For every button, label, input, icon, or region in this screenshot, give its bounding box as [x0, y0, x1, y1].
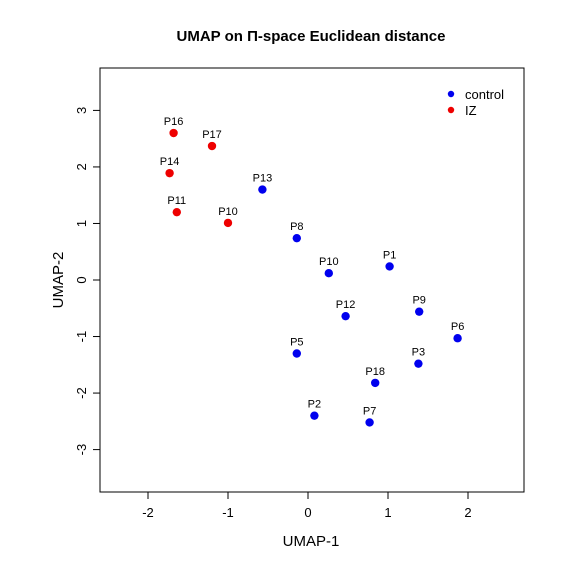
data-point-p17 — [207, 141, 217, 151]
point-label: P16 — [164, 116, 184, 128]
y-axis-label: UMAP-2 — [50, 252, 67, 309]
x-tick-label: 2 — [464, 505, 471, 520]
y-tick-label: -2 — [74, 387, 89, 399]
point-label: P1 — [383, 249, 396, 261]
point-label: P5 — [290, 336, 303, 348]
point-label: P10 — [319, 256, 339, 268]
data-points: P1 P2 P3 P5 P6 P7 P8 P9 P10 P12 P13 P18 P10 P11 P14 P16… — [160, 116, 464, 427]
point-label: P18 — [365, 366, 385, 378]
x-tick-label: 1 — [384, 505, 391, 520]
data-point-p5 — [292, 349, 301, 358]
y-tick-label: 2 — [74, 163, 89, 170]
data-point-p12 — [341, 311, 350, 321]
legend-marker-control — [447, 90, 455, 98]
point-label: P17 — [202, 129, 222, 141]
point-label: P10 — [218, 206, 238, 218]
y-tick-label: -1 — [74, 331, 89, 343]
data-point-p7 — [365, 418, 374, 427]
x-tick-label: 0 — [304, 505, 311, 520]
point-label: P8 — [290, 221, 303, 233]
data-point-p14 — [165, 168, 174, 178]
data-point-p10 — [324, 269, 333, 278]
point-label: P9 — [412, 295, 425, 307]
data-point-p8 — [292, 233, 301, 243]
legend-marker-iz — [447, 106, 455, 114]
point-label: P11 — [167, 195, 186, 207]
y-tick-label: 3 — [74, 107, 89, 114]
y-axis: -3 -2 -1 0 1 2 3 — [74, 107, 101, 456]
data-point-p1 — [385, 262, 394, 271]
data-point-p10 — [223, 218, 233, 228]
point-label: P13 — [253, 173, 273, 185]
data-point-p13 — [258, 185, 267, 194]
y-tick-label: -3 — [74, 444, 89, 456]
point-label: P6 — [451, 321, 464, 333]
data-point-p9 — [415, 307, 424, 316]
data-point-p18 — [371, 378, 380, 388]
y-tick-label: 0 — [74, 276, 89, 283]
point-label: P14 — [160, 156, 180, 168]
chart-title: UMAP on Π-space Euclidean distance — [177, 28, 446, 45]
plot-frame — [99, 67, 525, 493]
data-point-p3 — [414, 359, 423, 368]
data-point-p2 — [310, 411, 319, 420]
legend-label: IZ — [465, 103, 477, 118]
x-tick-label: -1 — [222, 505, 234, 520]
data-point-p11 — [172, 207, 181, 217]
point-label: P7 — [363, 405, 376, 417]
data-point-p6 — [453, 334, 462, 343]
data-point-p16 — [169, 128, 178, 138]
point-label: P3 — [412, 347, 425, 359]
x-axis: -2 -1 0 1 2 — [142, 491, 472, 520]
point-label: P12 — [336, 299, 356, 311]
y-tick-label: 1 — [74, 220, 89, 227]
x-axis-label: UMAP-1 — [283, 533, 340, 550]
legend-label: control — [465, 87, 504, 102]
point-label: P2 — [308, 399, 321, 411]
x-tick-label: -2 — [142, 505, 154, 520]
